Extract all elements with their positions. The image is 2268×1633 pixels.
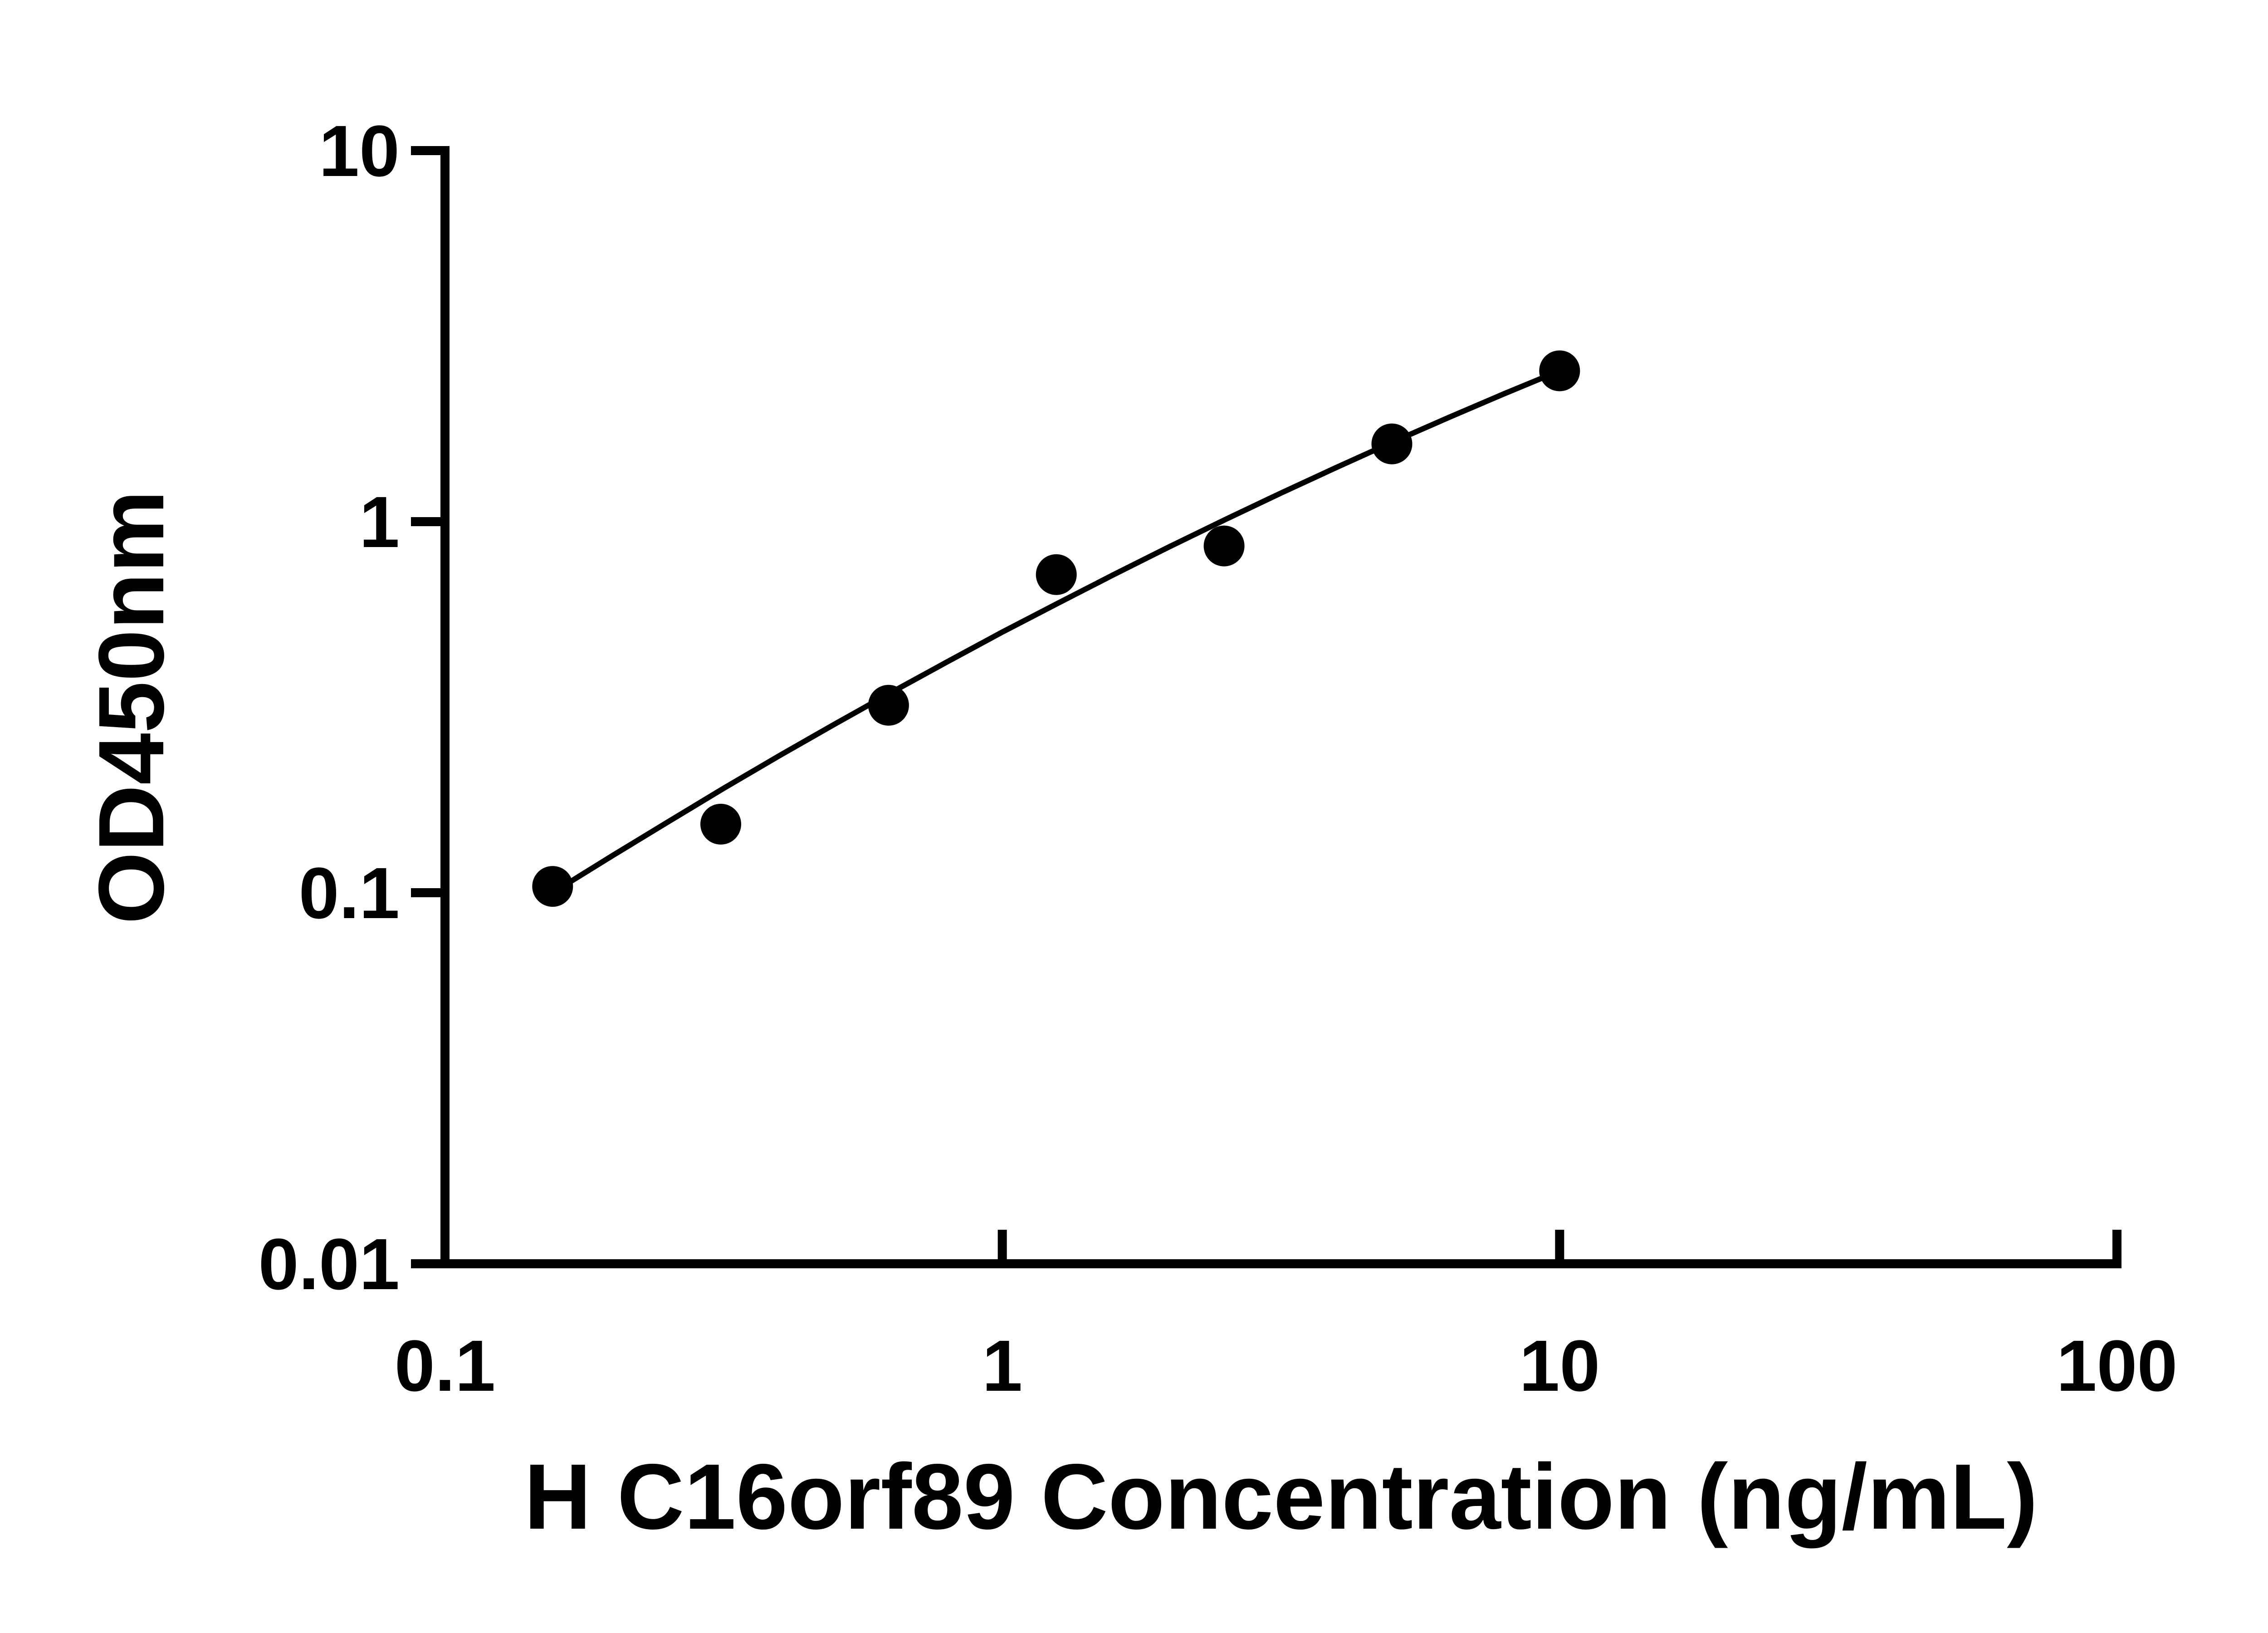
x-tick-label: 1 xyxy=(982,1325,1022,1406)
data-point xyxy=(1203,525,1245,567)
y-tick-label: 0.01 xyxy=(259,1223,400,1305)
data-point xyxy=(532,866,573,907)
data-point xyxy=(1371,423,1413,464)
y-tick-label: 10 xyxy=(319,110,400,191)
x-tick-label: 100 xyxy=(2057,1325,2178,1406)
data-point xyxy=(1539,350,1580,391)
x-tick-label: 10 xyxy=(1519,1325,1600,1406)
axes xyxy=(411,146,2121,1268)
x-axis-title: H C16orf89 Concentration (ng/mL) xyxy=(524,1445,2038,1549)
y-tick-label: 1 xyxy=(359,481,400,562)
data-point xyxy=(700,803,741,845)
x-tick-label: 0.1 xyxy=(395,1325,495,1406)
y-axis-title: OD450nm xyxy=(79,490,183,924)
data-point xyxy=(868,684,909,726)
data-point xyxy=(1036,554,1077,595)
y-tick-label: 0.1 xyxy=(299,852,400,934)
